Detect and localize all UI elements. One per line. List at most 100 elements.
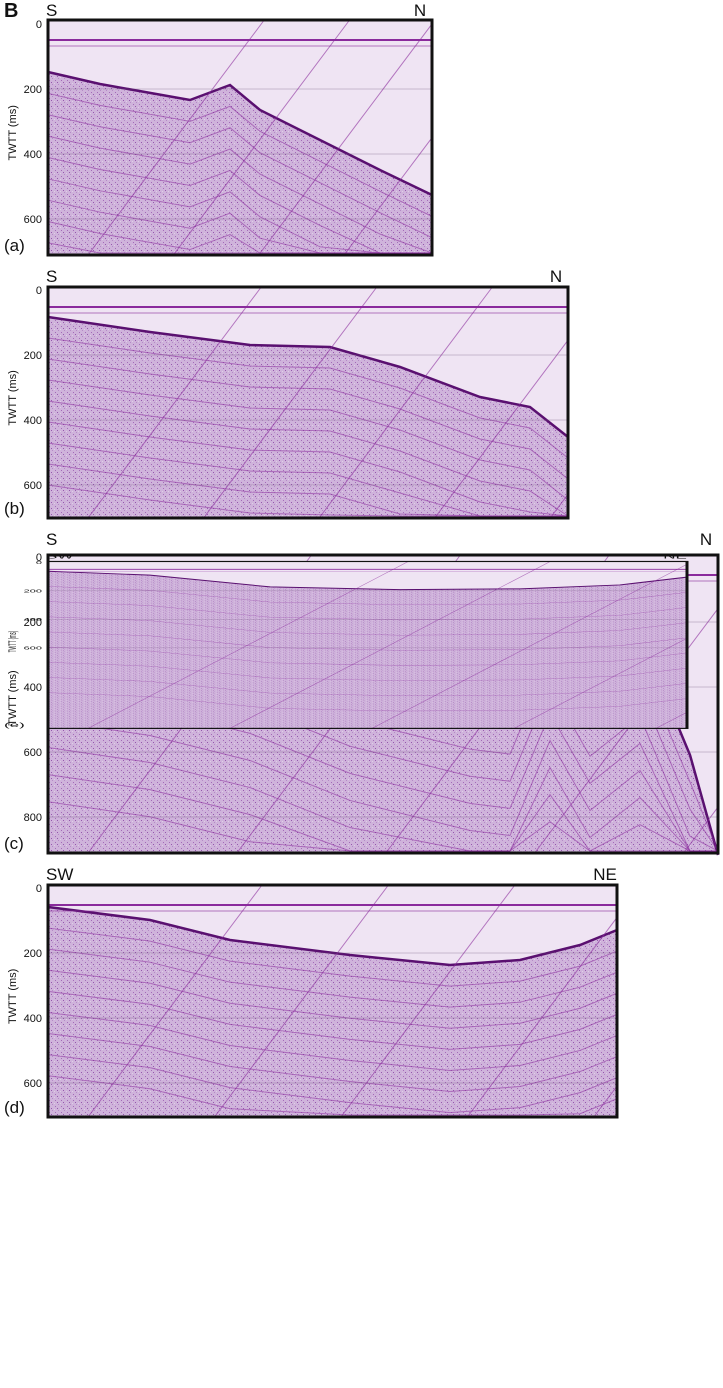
diagonal-artifact — [549, 493, 569, 519]
direction-left-label: S — [46, 267, 57, 286]
diagonal-artifact — [318, 286, 493, 519]
tick-label: 800 — [24, 812, 42, 824]
tick-label: 0 — [36, 552, 42, 564]
panel-label: (a) — [4, 236, 25, 255]
panel-frame — [46, 560, 689, 729]
panel-label: (c) — [4, 834, 24, 853]
tick-label: 400 — [24, 617, 43, 622]
reflector — [47, 646, 688, 666]
panel-frame — [46, 18, 434, 257]
diagonal-artifact — [172, 19, 350, 256]
panel-frame — [46, 883, 619, 1119]
seafloor-reflector — [47, 905, 618, 967]
diagonal-artifact — [203, 286, 378, 519]
seismic-panel-a: 0 200 400 600 TWTT (ms) S N (a) — [4, 1, 434, 257]
reflector — [47, 1011, 618, 1071]
reflector — [47, 616, 688, 636]
reflector — [47, 421, 569, 517]
tick-label: 200 — [24, 350, 42, 362]
tick-label: 600 — [24, 480, 42, 492]
diagonal-artifact — [513, 638, 688, 729]
reflector — [47, 601, 688, 621]
y-axis-label: TWTT (ms) — [7, 670, 19, 725]
tick-label: 400 — [24, 149, 42, 161]
reflector — [47, 801, 718, 852]
sediment-body — [48, 907, 617, 1117]
reflector — [47, 948, 618, 1008]
tick-label: 200 — [24, 84, 42, 96]
diagonal-artifact — [340, 884, 516, 1118]
tick-label: 0 — [36, 560, 43, 565]
reflector — [47, 969, 618, 1029]
reflector — [47, 1075, 618, 1116]
sediment-body — [48, 72, 432, 255]
seafloor-reflector — [47, 570, 688, 591]
direction-right-label: N — [550, 267, 562, 286]
reflector — [47, 927, 618, 987]
figure-letter: B — [4, 0, 19, 22]
reflector — [47, 1054, 618, 1114]
seismic-panel-d: 0 200 400 600 TWTT (ms) SW NE (d) — [4, 865, 619, 1119]
seafloor-reflector — [47, 315, 569, 438]
panel-frame — [46, 285, 570, 520]
direction-left-label: SW — [46, 865, 73, 884]
tick-label: 0 — [36, 883, 42, 895]
tick-label: 200 — [24, 588, 43, 593]
tick-label: 0 — [36, 285, 42, 297]
y-axis-label: TWTT (ms) — [5, 631, 18, 653]
direction-left-label: S — [46, 1, 57, 20]
reflector — [47, 135, 433, 254]
diagonal-artifact — [258, 23, 433, 256]
diagonal-artifact — [229, 561, 551, 729]
y-axis-label: TWTT (ms) — [7, 105, 19, 160]
panel-label: (d) — [4, 1098, 25, 1117]
diagonal-artifact — [214, 884, 389, 1118]
direction-right-label: NE — [663, 552, 687, 560]
diagonal-artifact — [371, 564, 688, 729]
y-axis-label: TWTT (ms) — [7, 370, 19, 425]
reflector — [47, 677, 688, 697]
reflector — [47, 692, 688, 712]
direction-left-label: SW — [46, 552, 74, 560]
diagonal-artifact — [683, 806, 719, 854]
seismic-panel-b: 0 200 400 600 TWTT (ms) S N (b) — [4, 267, 570, 520]
tick-label: 600 — [24, 645, 43, 650]
panel-label: (b) — [4, 499, 25, 518]
reflector — [47, 484, 568, 517]
reflector — [47, 156, 432, 254]
direction-left-label: S — [46, 530, 57, 549]
diagonal-artifact — [466, 917, 618, 1118]
diagonal-artifact — [87, 19, 265, 256]
reflector — [47, 358, 569, 480]
diagonal-artifact — [343, 137, 433, 256]
y-axis-label: TWTT (ms) — [7, 969, 19, 1024]
reflector — [47, 662, 688, 681]
tick-label: 600 — [24, 214, 42, 226]
diagonal-artifact — [87, 884, 263, 1118]
seafloor-reflector — [47, 70, 433, 197]
direction-right-label: N — [414, 1, 426, 20]
direction-right-label: NE — [593, 865, 617, 884]
reflector — [47, 114, 433, 239]
reflector — [47, 1033, 618, 1093]
tick-label: 600 — [24, 747, 42, 759]
reflector — [47, 631, 688, 651]
reflector — [47, 586, 688, 605]
tick-label: 200 — [24, 948, 42, 960]
panel-label: (e) — [4, 721, 25, 729]
diagonal-artifact — [593, 1085, 618, 1118]
direction-right-label: N — [700, 530, 712, 549]
reflector — [47, 92, 433, 217]
diagonal-artifact — [87, 561, 409, 729]
sediment-body — [48, 317, 568, 518]
reflector — [47, 400, 569, 517]
reflector — [47, 990, 618, 1050]
tick-label: 400 — [24, 682, 42, 694]
tick-label: 200 — [24, 617, 42, 629]
diagonal-artifact — [434, 339, 569, 519]
tick-label: 0 — [36, 19, 42, 31]
diagonal-artifact — [87, 286, 262, 519]
reflector — [47, 242, 432, 254]
